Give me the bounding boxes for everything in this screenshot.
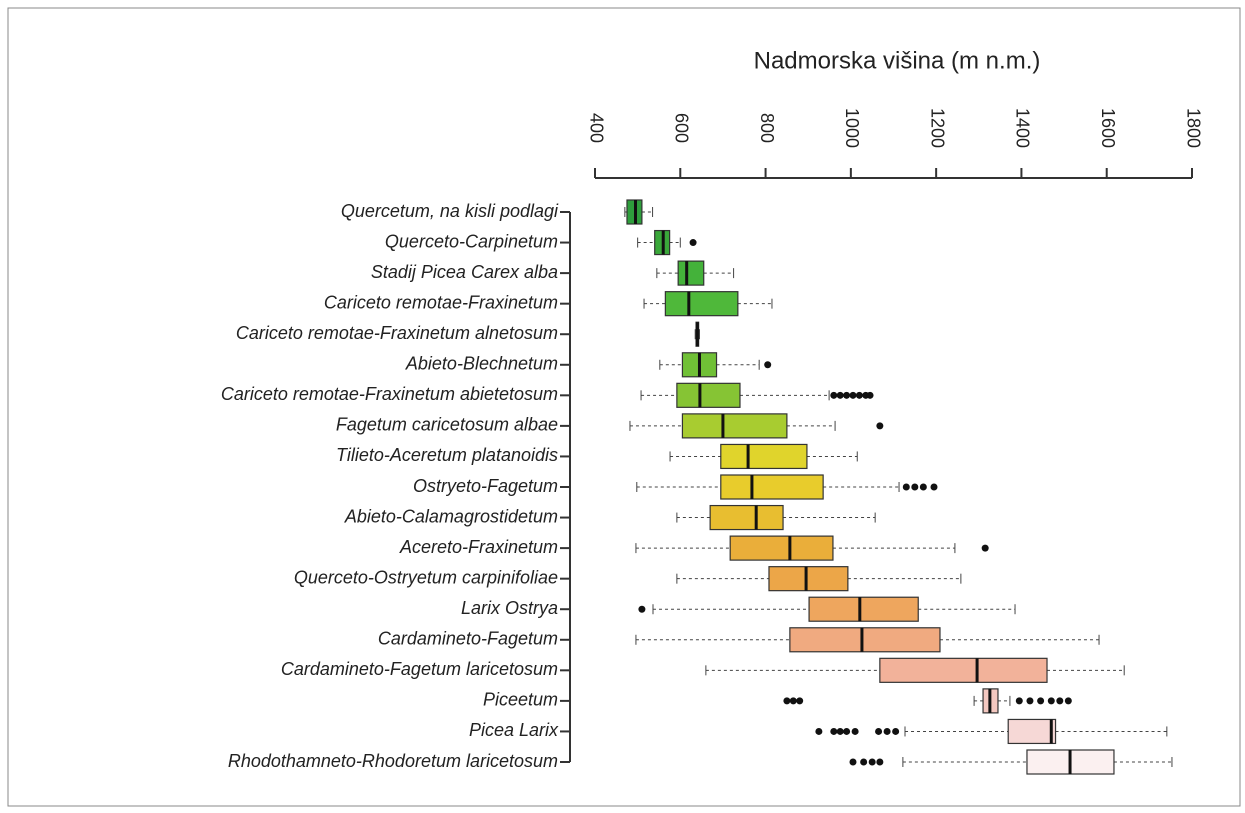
outlier [860, 758, 868, 766]
box [709, 504, 784, 531]
outlier [876, 758, 884, 766]
y-tick-label: Cariceto remotae-Fraxinetum [324, 292, 558, 312]
outlier [796, 697, 804, 705]
outlier [843, 391, 851, 399]
outlier [855, 391, 863, 399]
outlier [902, 483, 910, 491]
y-tick-label: Querceto-Carpinetum [385, 231, 558, 251]
x-tick-label: 1000 [842, 108, 862, 148]
outlier [919, 483, 927, 491]
outlier [981, 544, 989, 552]
y-tick-label: Larix Ostrya [461, 598, 558, 618]
outlier [930, 483, 938, 491]
x-tick-label: 1200 [927, 108, 947, 148]
outlier [789, 697, 797, 705]
x-tick-label: 800 [757, 113, 777, 143]
box [879, 657, 1048, 683]
y-tick-label: Cardamineto-Fagetum [378, 629, 558, 649]
box [720, 474, 824, 500]
y-tick-label: Picea Larix [469, 720, 559, 740]
box [720, 443, 808, 470]
outlier [815, 727, 823, 735]
y-tick-label: Abieto-Blechnetum [405, 354, 558, 374]
outlier [911, 483, 919, 491]
box [676, 382, 741, 408]
y-tick-label: Abieto-Calamagrostidetum [344, 506, 558, 526]
outlier [1026, 697, 1034, 705]
y-tick-label: Piceetum [483, 690, 558, 710]
y-tick-label: Cariceto remotae-Fraxinetum alnetosum [236, 323, 558, 343]
outlier [851, 727, 859, 735]
outlier [830, 391, 838, 399]
outlier [830, 727, 838, 735]
x-tick-label: 1800 [1183, 108, 1203, 148]
outlier [866, 391, 874, 399]
x-tick-label: 1600 [1098, 108, 1118, 148]
outlier [868, 758, 876, 766]
outlier [892, 727, 900, 735]
box [768, 566, 849, 592]
box [789, 627, 941, 653]
box [808, 596, 919, 622]
outlier [1047, 697, 1055, 705]
x-tick-label: 600 [672, 113, 692, 143]
outlier [849, 391, 857, 399]
y-tick-label: Quercetum, na kisli podlagi [341, 201, 559, 221]
y-tick-label: Rhodothamneto-Rhodoretum laricetosum [228, 751, 558, 771]
y-tick-label: Cardamineto-Fagetum laricetosum [281, 659, 558, 679]
outlier [1064, 697, 1072, 705]
outlier [1015, 697, 1023, 705]
box [1007, 718, 1057, 745]
frame [7, 7, 1241, 807]
outlier [849, 758, 857, 766]
y-tick-label: Tilieto-Aceretum platanoidis [336, 445, 558, 465]
outlier [638, 605, 646, 613]
outlier [783, 697, 791, 705]
outlier [764, 361, 772, 369]
outlier [876, 422, 884, 430]
outlier [836, 727, 844, 735]
y-tick-label: Ostryeto-Fagetum [413, 476, 558, 496]
y-tick-label: Querceto-Ostryetum carpinifoliae [294, 567, 558, 587]
box [664, 291, 739, 317]
outlier [843, 727, 851, 735]
outlier [883, 727, 891, 735]
axis-title: Nadmorska višina (m n.m.) [754, 47, 1041, 74]
box [729, 535, 834, 561]
outlier [689, 239, 697, 247]
outlier [1056, 697, 1064, 705]
box [677, 260, 705, 286]
y-tick-label: Acereto-Fraxinetum [399, 537, 558, 557]
x-tick-label: 400 [586, 113, 606, 143]
y-tick-label: Fagetum caricetosum albae [336, 415, 558, 435]
box [681, 413, 788, 439]
outlier [1037, 697, 1045, 705]
y-tick-label: Cariceto remotae-Fraxinetum abietetosum [221, 384, 558, 404]
outlier [875, 727, 883, 735]
y-tick-label: Stadij Picea Carex alba [371, 262, 558, 282]
outlier [836, 391, 844, 399]
x-tick-label: 1400 [1013, 108, 1033, 148]
